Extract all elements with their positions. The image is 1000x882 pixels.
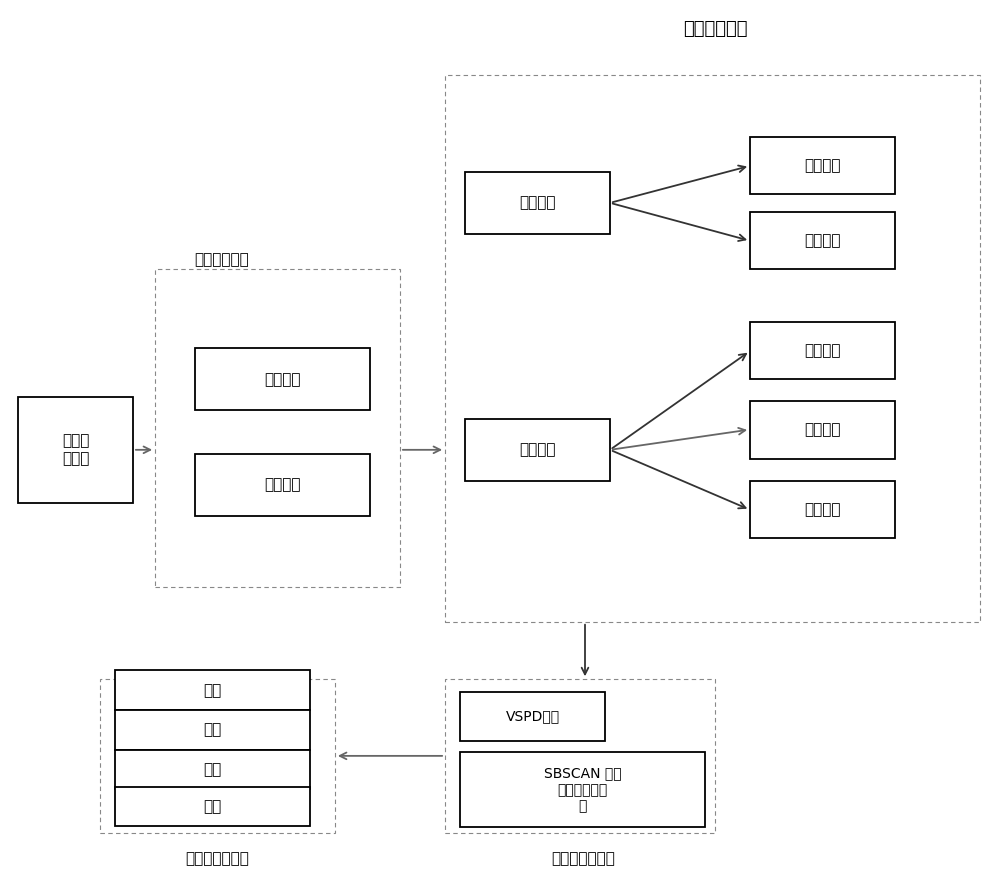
- Text: 现实世
界信息: 现实世 界信息: [62, 434, 89, 466]
- FancyBboxPatch shape: [18, 397, 133, 503]
- FancyBboxPatch shape: [465, 172, 610, 234]
- Text: 获取数据: 获取数据: [519, 195, 556, 211]
- FancyBboxPatch shape: [115, 670, 310, 710]
- Text: 降噪处理: 降噪处理: [804, 343, 841, 358]
- Text: 数据采集模块: 数据采集模块: [195, 251, 249, 267]
- Text: 室内: 室内: [203, 683, 222, 698]
- Text: 室外: 室外: [203, 722, 222, 737]
- Text: 社交信息: 社交信息: [264, 477, 301, 493]
- Text: 时间同步: 时间同步: [804, 422, 841, 437]
- Text: 位置信息: 位置信息: [264, 371, 301, 387]
- Text: SBSCAN 算法
聚类相似兴趣
点: SBSCAN 算法 聚类相似兴趣 点: [544, 766, 621, 813]
- FancyBboxPatch shape: [195, 454, 370, 516]
- FancyBboxPatch shape: [445, 679, 715, 833]
- FancyBboxPatch shape: [750, 322, 895, 379]
- FancyBboxPatch shape: [465, 419, 610, 481]
- Text: 私人: 私人: [203, 762, 222, 777]
- FancyBboxPatch shape: [445, 75, 980, 622]
- FancyBboxPatch shape: [750, 212, 895, 269]
- FancyBboxPatch shape: [155, 269, 400, 587]
- Text: VSPD算法: VSPD算法: [505, 710, 560, 723]
- Text: 兴趣点检测模块: 兴趣点检测模块: [551, 851, 615, 867]
- FancyBboxPatch shape: [750, 401, 895, 459]
- FancyBboxPatch shape: [750, 481, 895, 538]
- Text: 兴趣点分类模块: 兴趣点分类模块: [185, 851, 249, 867]
- Text: 处理数据: 处理数据: [519, 442, 556, 458]
- FancyBboxPatch shape: [460, 692, 605, 741]
- FancyBboxPatch shape: [115, 710, 310, 750]
- FancyBboxPatch shape: [115, 750, 310, 789]
- Text: 数据对齐: 数据对齐: [804, 502, 841, 517]
- FancyBboxPatch shape: [750, 137, 895, 194]
- Text: 在线上传: 在线上传: [804, 158, 841, 173]
- FancyBboxPatch shape: [460, 752, 705, 827]
- Text: 公共: 公共: [203, 799, 222, 814]
- FancyBboxPatch shape: [100, 679, 335, 833]
- Text: 数据处理模块: 数据处理模块: [683, 20, 747, 38]
- Text: 离线保存: 离线保存: [804, 233, 841, 248]
- FancyBboxPatch shape: [195, 348, 370, 410]
- FancyBboxPatch shape: [115, 787, 310, 826]
